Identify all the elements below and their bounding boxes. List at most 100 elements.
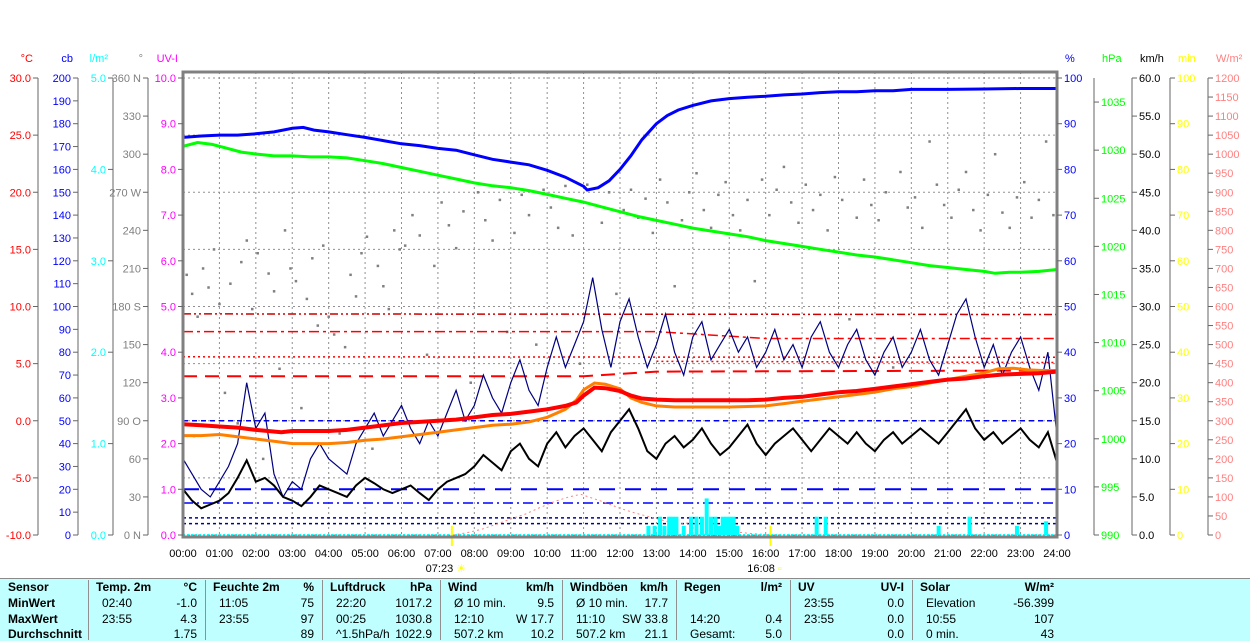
windb-en-min-time: Ø 10 min. [576,596,629,610]
temp-2m-min-time: 02:40 [102,596,133,610]
svg-text:50.0: 50.0 [1139,149,1160,161]
wind-min-value: 9.5 [537,596,554,610]
temp-2m-max-time: 23:55 [102,612,133,626]
svg-text:07:00: 07:00 [424,548,452,560]
svg-text:19:00: 19:00 [861,548,889,560]
svg-text:90 O: 90 O [117,416,141,428]
solar-min-time: Elevation [926,596,976,610]
svg-text:30.0: 30.0 [1139,302,1160,314]
axis-l-m: l/m² 0.0 1.0 2.0 3.0 4.0 5.0 [90,53,114,542]
svg-text:9.0: 9.0 [161,119,176,131]
weather-chart: °C -10.0 -5.0 0.0 5.0 10.0 15.0 20.0 25.0 30.0 cb 0… [5,53,1243,575]
svg-text:20: 20 [1177,439,1189,451]
svg-text:0: 0 [1064,530,1070,542]
series-richtung [185,140,1055,461]
svg-text:12:00: 12:00 [606,548,634,560]
col-header-luftdruck: Luftdruck [330,580,386,594]
svg-text:5.0: 5.0 [1139,492,1154,504]
svg-text:7.0: 7.0 [161,210,176,222]
svg-text:min: min [1178,53,1196,65]
svg-text:11:00: 11:00 [570,548,597,560]
svg-text:5.0: 5.0 [16,359,31,371]
x-axis-hour-labels: 00:00 01:00 02:00 03:00 04:00 05:00 06:00 07:00… [169,548,1071,575]
table-column-separator [676,580,677,640]
temp-2m-min-value: -1.0 [176,596,197,610]
svg-text:1100: 1100 [1215,111,1239,123]
axis-cb: cb 0 10 20 30 40 50 60 70 80 90 100 110 120 130 140 150 1… [53,53,79,542]
svg-text:1050: 1050 [1215,130,1239,142]
uv-max-value: 0.0 [887,612,904,626]
col-unit-regen: l/m² [760,580,782,594]
svg-text:17:00: 17:00 [788,548,816,560]
axis-: ° 0 N 30 60 90 O 120 150 180 S 210 240 270 W 300 330… [109,53,149,542]
svg-text:40: 40 [1177,347,1189,359]
svg-text:170: 170 [53,142,71,154]
svg-text:08:00: 08:00 [461,548,489,560]
svg-text:100: 100 [1064,73,1082,85]
svg-text:50: 50 [59,416,71,428]
series-bod-feucht80 [183,517,1057,525]
svg-text:20: 20 [59,484,71,496]
svg-text:-10.0: -10.0 [6,530,31,542]
svg-text:1000: 1000 [1101,434,1125,446]
svg-text:600: 600 [1215,302,1233,314]
svg-text:5.0: 5.0 [161,302,176,314]
col-header-solar: Solar [920,580,951,594]
uv-min-value: 0.0 [887,596,904,610]
luftdruck-avg-value: 1022.9 [395,627,432,641]
row-label-maxwert: MaxWert [8,612,58,626]
col-unit-wind: km/h [525,580,554,594]
svg-text:900: 900 [1215,187,1233,199]
svg-text:%: % [1065,53,1075,65]
svg-text:90: 90 [1064,119,1076,131]
row-label-durchschnitt: Durchschnitt [8,627,83,641]
col-unit-uv: UV-I [880,580,904,594]
svg-text:30: 30 [129,492,141,504]
svg-text:20.0: 20.0 [1139,378,1160,390]
svg-text:1.0: 1.0 [161,484,176,496]
svg-text:60: 60 [129,454,141,466]
axis-uv-i: UV-I 0.0 1.0 2.0 3.0 4.0 5.0 6.0 7.0 8.0 9.0 10.0 [155,53,183,542]
sunset-icon: ▫ [778,563,782,575]
wind-avg-time: 507.2 km [454,627,504,641]
regen-avg-value: 5.0 [765,627,782,641]
svg-text:1000: 1000 [1215,149,1239,161]
svg-text:24:00: 24:00 [1043,548,1071,560]
regen-avg-time: Gesamt: [690,627,736,641]
svg-text:200: 200 [53,73,71,85]
solar-avg-value: 43 [1040,627,1054,641]
wind-min-time: Ø 10 min. [454,596,507,610]
svg-text:180: 180 [53,119,71,131]
svg-text:8.0: 8.0 [161,164,176,176]
uv-max-time: 23:55 [804,612,835,626]
svg-text:30: 30 [1064,393,1076,405]
solar-avg-time: 0 min. [926,627,959,641]
svg-text:1025: 1025 [1101,193,1125,205]
col-header-wind: Wind [448,580,478,594]
svg-text:45.0: 45.0 [1139,187,1160,199]
svg-text:650: 650 [1215,282,1233,294]
svg-text:80: 80 [1064,164,1076,176]
svg-text:1020: 1020 [1101,241,1125,253]
svg-text:450: 450 [1215,359,1233,371]
svg-text:990: 990 [1101,530,1119,542]
svg-text:120: 120 [53,256,71,268]
svg-text:0: 0 [1177,530,1183,542]
svg-text:360 N: 360 N [112,73,141,85]
sunset-label: 16:08 ▫ [747,563,782,575]
svg-text:200: 200 [1215,454,1233,466]
svg-text:15.0: 15.0 [10,244,31,256]
svg-text:800: 800 [1215,225,1233,237]
feuchte-2m-max-time: 23:55 [219,612,250,626]
svg-text:80: 80 [1177,164,1189,176]
table-column-separator [205,580,206,640]
svg-text:10:00: 10:00 [533,548,561,560]
svg-text:120: 120 [123,378,141,390]
svg-text:30.0: 30.0 [10,73,31,85]
svg-text:l/m²: l/m² [90,53,109,65]
uv-avg-value: 0.0 [887,627,904,641]
svg-text:00:00: 00:00 [169,548,197,560]
col-header-regen: Regen [684,580,721,594]
table-column-separator [790,580,791,640]
svg-text:°C: °C [21,53,33,65]
